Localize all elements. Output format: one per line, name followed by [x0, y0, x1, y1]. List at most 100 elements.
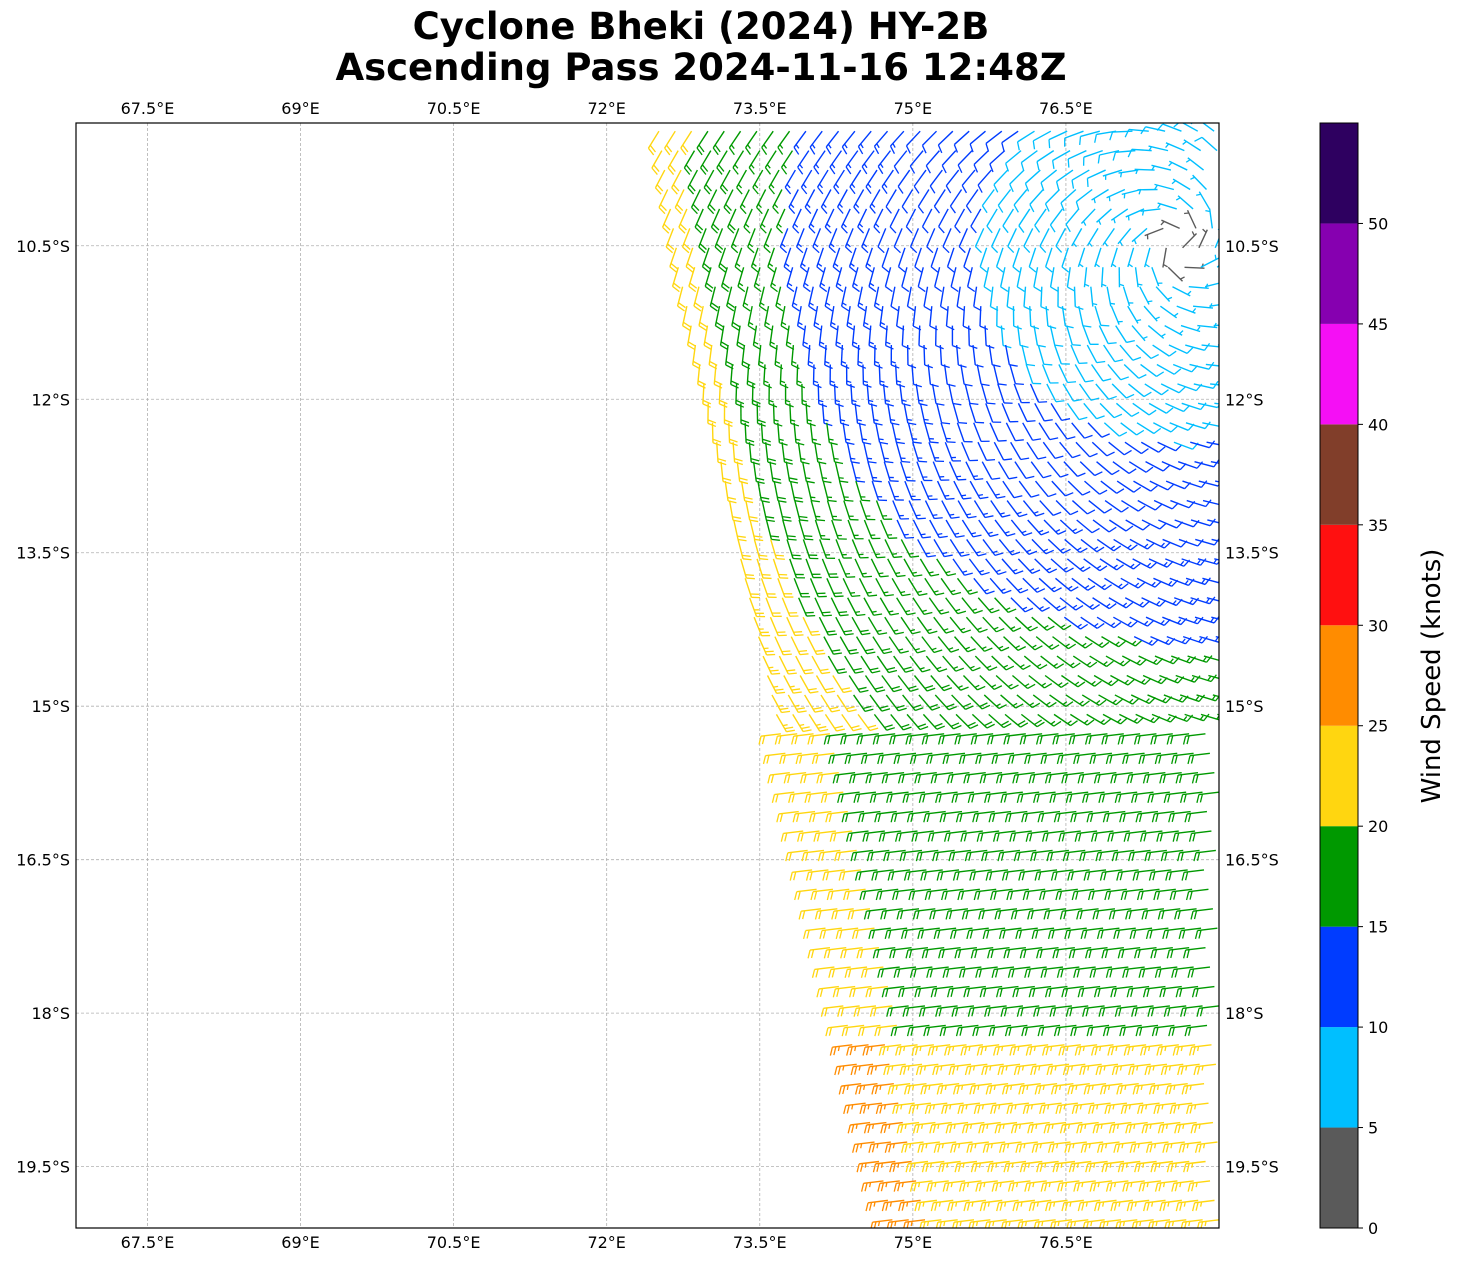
barb-flag	[783, 266, 792, 273]
barb-flag	[1161, 1124, 1165, 1134]
lon-tick-label-bottom: 76.5°E	[1039, 1233, 1093, 1252]
barb-shaft	[993, 169, 1009, 186]
barb-flag	[1152, 1085, 1156, 1095]
barb-flag	[1123, 833, 1127, 842]
barb-flag	[905, 669, 914, 673]
barb-shaft	[1034, 480, 1049, 497]
barb-half-flag	[1192, 308, 1197, 313]
barb-flag	[829, 166, 836, 175]
barb-flag	[647, 147, 655, 156]
barb-flag	[1060, 1182, 1064, 1192]
barb-flag	[667, 167, 675, 175]
barb-flag	[685, 164, 693, 172]
barb-flag	[981, 852, 985, 862]
barb-flag	[879, 441, 889, 445]
barb-flag	[923, 1027, 927, 1037]
barb-shaft	[1201, 344, 1219, 348]
barb-flag	[1071, 180, 1075, 189]
barb-half-flag	[1081, 1182, 1084, 1188]
barb-flag	[1091, 891, 1095, 900]
barb-flag	[992, 1027, 996, 1036]
colorbar-tick-label: 30	[1368, 616, 1388, 635]
barb-flag	[963, 1046, 968, 1056]
barb-shaft	[1012, 247, 1020, 268]
barb-half-flag	[823, 419, 829, 422]
barb-flag	[715, 243, 724, 250]
barb-half-flag	[1039, 606, 1044, 610]
barb-flag	[761, 735, 766, 745]
barb-flag	[1065, 567, 1074, 573]
barb-half-flag	[1173, 1085, 1176, 1091]
barb-flag	[842, 1085, 846, 1095]
barb-flag	[986, 402, 996, 405]
barb-flag	[1108, 342, 1117, 345]
barb-flag	[1038, 891, 1043, 901]
barb-flag	[683, 243, 691, 250]
barb-flag	[908, 949, 913, 959]
barb-flag	[1147, 1008, 1151, 1017]
barb-flag	[770, 669, 779, 672]
barb-flag	[1189, 656, 1197, 664]
barb-flag	[1165, 930, 1169, 939]
barb-flag	[946, 774, 951, 784]
barb-shaft	[1158, 519, 1177, 529]
barb-flag	[978, 1124, 982, 1134]
barb-flag	[1058, 1104, 1063, 1114]
barb-flag	[752, 399, 761, 405]
barb-flag	[725, 203, 732, 211]
barb-flag	[1046, 852, 1050, 862]
barb-flag	[813, 833, 817, 842]
barb-flag	[925, 165, 931, 174]
barb-flag	[795, 755, 799, 765]
barb-flag	[1013, 204, 1019, 213]
barb-flag	[862, 891, 867, 900]
barb-flag	[1000, 720, 1009, 726]
barb-flag	[993, 685, 1003, 691]
barb-flag	[1021, 871, 1025, 881]
barb-flag	[996, 1202, 1000, 1212]
barb-flag	[998, 1144, 1003, 1153]
barb-flag	[1082, 1008, 1086, 1017]
barb-flag	[1197, 616, 1204, 625]
barb-flag	[1073, 755, 1077, 765]
barb-shaft	[1122, 286, 1131, 306]
barb-flag	[1176, 1046, 1180, 1056]
barb-flag	[1102, 1221, 1106, 1228]
barb-flag	[1187, 755, 1191, 765]
barb-half-flag	[936, 666, 942, 670]
barb-flag	[846, 325, 855, 331]
barb-shaft	[1096, 461, 1113, 476]
barb-shaft	[895, 306, 900, 327]
barb-flag	[1117, 949, 1121, 959]
barb-flag	[808, 813, 813, 823]
barb-shaft	[1058, 364, 1069, 383]
barb-shaft	[957, 150, 973, 166]
barb-flag	[777, 500, 787, 503]
barb-half-flag	[942, 551, 948, 555]
barb-flag	[986, 736, 991, 745]
barb-flag	[1153, 427, 1162, 435]
barb-half-flag	[1140, 1085, 1143, 1091]
barb-flag	[953, 144, 959, 153]
barb-flag	[1021, 1085, 1026, 1095]
barb-half-flag	[771, 282, 776, 287]
barb-flag	[1164, 1066, 1168, 1075]
barb-flag	[912, 911, 917, 920]
barb-flag	[863, 1124, 868, 1134]
barb-shaft	[954, 208, 966, 227]
barb-flag	[851, 461, 860, 464]
barb-flag	[1162, 774, 1166, 784]
barb-shaft	[970, 208, 982, 227]
barb-flag	[990, 1105, 994, 1115]
barb-flag	[1136, 1085, 1140, 1095]
barb-half-flag	[919, 1046, 922, 1052]
barb-half-flag	[868, 399, 874, 403]
barb-flag	[833, 186, 840, 195]
barb-flag	[982, 1144, 986, 1153]
barb-flag	[1028, 774, 1032, 784]
barb-flag	[951, 1008, 955, 1017]
barb-flag	[831, 649, 841, 652]
barb-flag	[1153, 735, 1158, 745]
barb-shaft	[1049, 325, 1056, 346]
barb-flag	[936, 872, 940, 881]
